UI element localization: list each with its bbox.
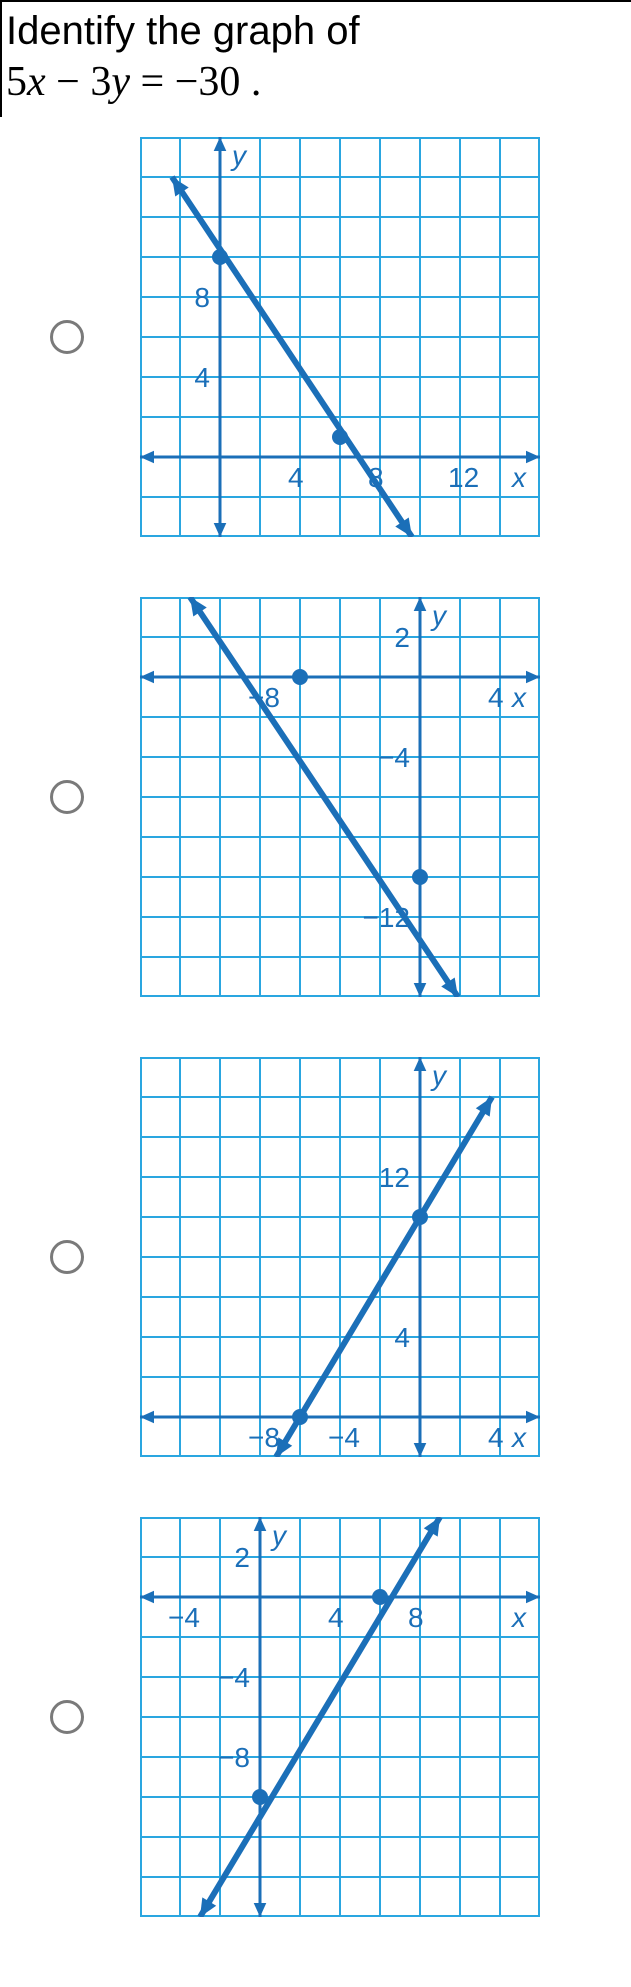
option-row: y x −8 −4 4 4 12 [10,1057,621,1457]
plot-point [212,249,228,265]
eq-period: . [240,59,261,105]
x-axis-label: x [510,682,527,713]
y-axis-label: y [430,1060,448,1091]
x-tick-label: −4 [168,1602,200,1633]
eq-3: 3 [90,59,111,105]
eq-y: y [111,59,130,105]
plot-point [412,1209,428,1225]
y-axis-label: y [270,1520,288,1551]
y-axis-label: y [430,600,448,631]
plot-point [292,1409,308,1425]
option-row: y x −4 4 8 2 −4 −8 [10,1517,621,1917]
x-tick-label: −8 [248,1422,280,1453]
x-tick-label: 4 [488,1422,504,1453]
x-axis-label: x [510,1422,527,1453]
plot-point [372,1589,388,1605]
eq-rhs: −30 [175,59,241,105]
y-tick-label: 2 [394,622,410,653]
x-tick-label: 4 [488,682,504,713]
option-radio[interactable] [50,1240,84,1274]
y-tick-label: −4 [378,742,410,773]
x-axis-label: x [510,462,527,493]
eq-minus: − [46,59,91,105]
options-list: yx481248yx−842−4−12yx−8−44412yx−4482−4−8 [0,117,631,1987]
y-tick-label: 4 [194,362,210,393]
y-tick-label: 4 [394,1322,410,1353]
y-tick-label: −8 [218,1742,250,1773]
y-tick-label: 2 [234,1542,250,1573]
option-radio[interactable] [50,780,84,814]
option-row: yx481248 [10,137,621,537]
x-tick-label: 4 [328,1602,344,1633]
eq-x: x [27,59,46,105]
option-radio[interactable] [50,1700,84,1734]
x-tick-label: 8 [408,1602,424,1633]
x-tick-label: 12 [448,462,479,493]
plot-point [412,869,428,885]
graph-D: y x −4 4 8 2 −4 −8 [140,1517,540,1917]
y-tick-label: 12 [379,1162,410,1193]
graph-C: y x −8 −4 4 4 12 [140,1057,540,1457]
option-row: yx−842−4−12 [10,597,621,997]
graph-B: yx−842−4−12 [140,597,540,997]
plot-point [292,669,308,685]
y-tick-label: −4 [218,1662,250,1693]
question-text-line1: Identify the graph of [6,6,627,56]
graph-A: yx481248 [140,137,540,537]
x-tick-label: −4 [328,1422,360,1453]
x-axis-label: x [510,1602,527,1633]
plot-point [252,1789,268,1805]
eq-eq: = [130,59,175,105]
eq-5: 5 [6,59,27,105]
y-tick-label: 8 [194,282,210,313]
question-equation: 5x − 3y = −30 . [6,56,627,109]
plot-point [332,429,348,445]
y-axis-label: y [230,140,248,171]
option-radio[interactable] [50,320,84,354]
x-tick-label: 4 [288,462,304,493]
question-block: Identify the graph of 5x − 3y = −30 . [0,2,631,117]
